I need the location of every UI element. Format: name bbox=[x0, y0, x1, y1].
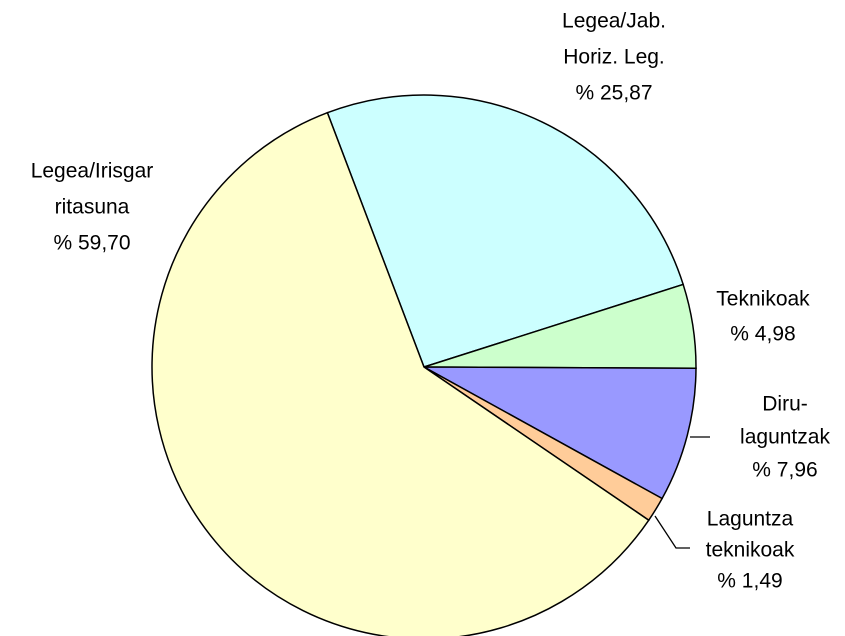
slice-label: Legea/Irisgar bbox=[31, 160, 154, 183]
slice-label: teknikoak bbox=[706, 539, 795, 562]
slice-label: Diru- bbox=[762, 393, 808, 416]
value-label: % 7,96 bbox=[752, 459, 817, 482]
value-label: % 1,49 bbox=[717, 570, 782, 593]
pie-slice bbox=[151, 111, 650, 636]
slice-label: Laguntza bbox=[707, 508, 794, 531]
pie-slice bbox=[326, 94, 685, 368]
slice-label: Horiz. Leg. bbox=[563, 46, 665, 69]
value-label: % 4,98 bbox=[730, 323, 795, 346]
slice-label: Legea/Jab. bbox=[562, 10, 666, 33]
value-label: % 59,70 bbox=[53, 232, 130, 255]
slices bbox=[151, 94, 697, 636]
slice-label: ritasuna bbox=[55, 196, 130, 219]
value-label: % 25,87 bbox=[575, 82, 652, 105]
pie-slice bbox=[423, 366, 697, 500]
slice-label: laguntzak bbox=[740, 426, 830, 449]
slice-label: Teknikoak bbox=[716, 288, 810, 311]
leader-line bbox=[654, 515, 690, 549]
